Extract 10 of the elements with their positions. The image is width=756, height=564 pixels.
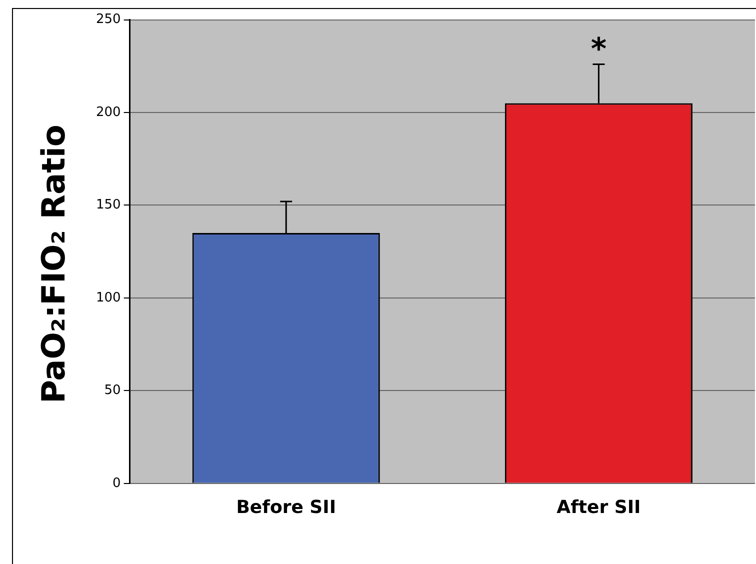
x-tick-label: After SII xyxy=(556,496,641,518)
y-tick-label: 100 xyxy=(96,290,121,306)
x-tick-label: Before SII xyxy=(236,496,336,518)
y-axis-title: PaO₂:FIO₂ Ratio xyxy=(34,124,72,404)
y-tick-label: 200 xyxy=(96,104,121,120)
y-tick-label: 150 xyxy=(96,198,121,213)
y-tick-label: 50 xyxy=(104,383,121,398)
y-tick-label: 250 xyxy=(96,12,121,28)
annotation: * xyxy=(590,32,607,68)
y-tick-label: 0 xyxy=(112,476,121,491)
